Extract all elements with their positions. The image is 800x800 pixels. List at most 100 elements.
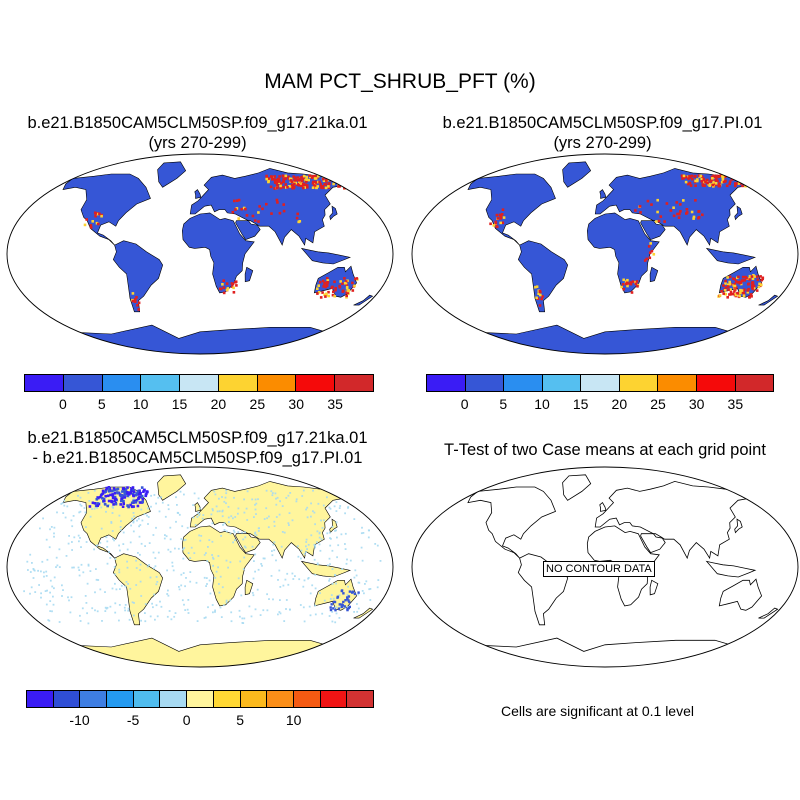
difference-cell-negative: [143, 488, 146, 492]
difference-cell-negative: [121, 487, 125, 490]
difference-cell: [155, 583, 158, 586]
shrub-cell: [743, 180, 746, 184]
difference-cell: [156, 581, 159, 583]
shrub-cell: [314, 181, 318, 184]
difference-cell-negative: [346, 598, 349, 601]
shrub-cell: [649, 242, 652, 245]
shrub-cell: [655, 220, 658, 223]
difference-cell: [233, 496, 235, 499]
colorbar-box: [347, 691, 373, 707]
difference-cell: [349, 559, 352, 562]
difference-cell-negative: [343, 605, 346, 608]
shrub-cell: [322, 179, 326, 183]
difference-cell: [154, 565, 157, 568]
difference-cell: [105, 536, 108, 539]
difference-cell: [160, 496, 163, 499]
difference-cell: [335, 582, 337, 585]
difference-cell: [62, 512, 65, 514]
difference-cell: [203, 576, 206, 579]
difference-cell: [329, 507, 332, 510]
difference-cell: [95, 568, 97, 570]
difference-cell: [192, 504, 194, 506]
difference-cell: [110, 521, 113, 523]
difference-cell: [254, 553, 257, 556]
difference-cell: [45, 603, 48, 606]
shrub-cell: [317, 284, 320, 287]
landmass-uk: [599, 501, 607, 512]
shrub-cell: [684, 175, 688, 179]
difference-cell: [114, 558, 117, 560]
difference-cell: [268, 515, 270, 518]
difference-cell: [207, 546, 209, 548]
shrub-cell: [728, 180, 732, 183]
difference-cell: [181, 599, 184, 602]
difference-cell: [168, 610, 171, 612]
difference-cell: [71, 566, 74, 569]
colorbar-box: [63, 375, 103, 391]
difference-cell: [208, 579, 211, 582]
colorbar-box: [107, 691, 134, 707]
landmass-africa: [181, 212, 255, 294]
difference-cell: [58, 566, 61, 568]
difference-cell: [295, 498, 298, 501]
difference-cell: [180, 584, 183, 587]
difference-cell: [321, 612, 324, 615]
difference-cell: [285, 497, 288, 499]
shrub-cell: [733, 286, 737, 289]
difference-cell: [237, 531, 240, 533]
colorbar-tick-label: 35: [327, 396, 343, 412]
landmass-arabia: [235, 220, 261, 240]
difference-cell: [335, 501, 338, 504]
difference-cell: [38, 584, 40, 586]
difference-cell: [246, 490, 249, 493]
difference-cell: [148, 542, 151, 544]
shrub-cell: [91, 220, 94, 223]
shrub-cell: [267, 177, 270, 180]
shrub-cell: [750, 295, 753, 298]
difference-cell: [275, 497, 277, 500]
panel-title-top-right: b.e21.B1850CAM5CLM50SP.f09_g17.PI.01 (yr…: [415, 113, 790, 153]
shrub-cell: [742, 294, 746, 297]
difference-cell-negative: [136, 489, 140, 493]
difference-cell-negative: [111, 493, 114, 496]
difference-cell: [91, 508, 93, 510]
difference-cell: [45, 575, 48, 577]
difference-cell: [163, 537, 166, 540]
difference-cell: [316, 541, 318, 544]
difference-cell: [172, 569, 175, 572]
difference-cell: [118, 571, 121, 574]
shrub-cell: [302, 184, 305, 187]
difference-cell: [129, 587, 132, 590]
difference-cell: [119, 529, 122, 532]
shrub-cell: [335, 179, 338, 182]
shrub-cell: [280, 181, 283, 185]
difference-cell: [106, 606, 109, 609]
difference-cell: [244, 531, 246, 533]
difference-cell: [194, 524, 197, 526]
shrub-cell: [687, 177, 690, 180]
shrub-cell: [304, 183, 307, 186]
difference-cell: [276, 496, 279, 499]
difference-cell: [144, 620, 147, 623]
difference-cell: [46, 558, 49, 561]
shrub-cell: [284, 183, 287, 186]
difference-cell: [365, 580, 368, 583]
difference-cell-negative: [332, 607, 335, 610]
difference-cell: [336, 556, 338, 559]
difference-cell: [144, 603, 147, 605]
shrub-cell: [738, 182, 742, 185]
shrub-cell: [721, 175, 724, 178]
landmass-madagascar: [649, 579, 659, 596]
shrub-cell: [657, 219, 661, 223]
difference-cell: [357, 593, 360, 596]
difference-cell: [203, 553, 206, 556]
difference-cell: [328, 557, 331, 560]
difference-cell: [155, 502, 157, 505]
difference-cell: [174, 612, 177, 614]
shrub-cell: [292, 175, 295, 178]
difference-cell: [266, 609, 269, 612]
difference-cell: [87, 492, 90, 494]
colorbar-box: [102, 375, 142, 391]
difference-cell-negative: [101, 492, 105, 495]
difference-cell: [31, 562, 33, 564]
